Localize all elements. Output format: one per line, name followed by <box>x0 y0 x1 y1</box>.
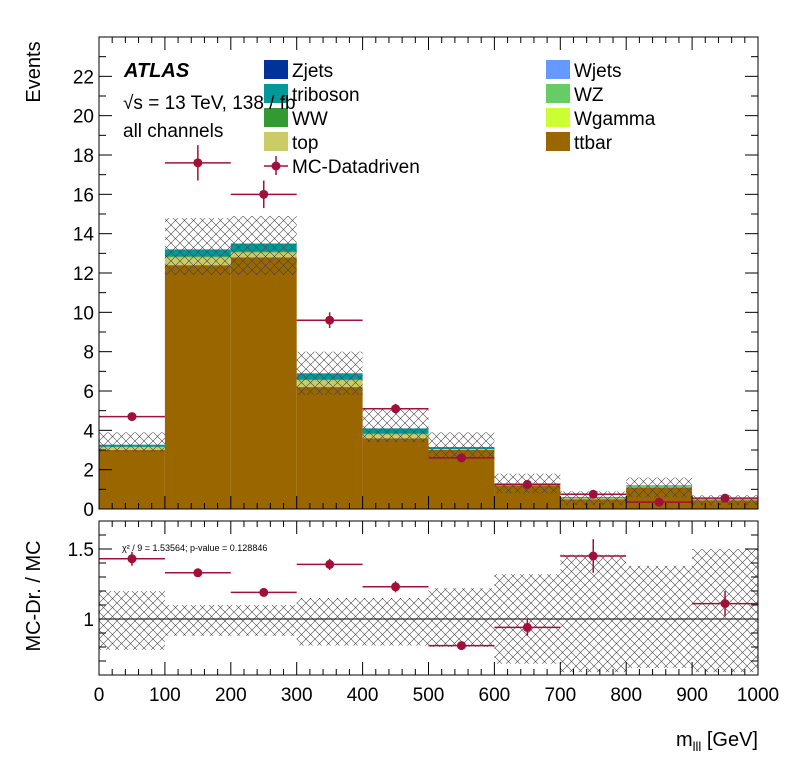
legend-label-ttbar: ttbar <box>574 133 613 154</box>
data-point-2 <box>259 189 269 199</box>
ratio-point-4 <box>391 582 401 592</box>
x-axis-label: mlll [GeV] <box>676 729 758 754</box>
band-bin-0 <box>99 432 165 452</box>
legend-label-zjets: Zjets <box>292 61 333 82</box>
ratio-band-bin-3 <box>296 598 363 646</box>
ratio-point-6 <box>522 622 532 632</box>
ratio-point-2 <box>259 587 269 597</box>
legend-label-top: top <box>292 133 318 154</box>
ytick-label-20: 20 <box>73 107 94 128</box>
ratio-point-1 <box>193 568 203 578</box>
legend-label-data: MC-Datadriven <box>292 157 420 178</box>
legend-label-wgamma: Wgamma <box>574 109 656 130</box>
xtick-label-200: 200 <box>215 685 247 706</box>
data-point-3 <box>325 315 335 325</box>
ratio-band-bin-4 <box>362 598 429 646</box>
energy-lumi-label: √s = 13 TeV, 138 / fb <box>123 93 296 114</box>
band-bin-4 <box>362 408 429 443</box>
legend-swatch-triboson <box>264 84 288 103</box>
main-axes: 0 2 4 6 8 10 12 14 16 18 20 22 <box>73 36 759 521</box>
ratio-point-7 <box>588 551 598 561</box>
legend-label-ww: WW <box>292 109 328 130</box>
xtick-label-1000: 1000 <box>737 685 779 706</box>
legend-swatch-top <box>264 132 288 151</box>
ratio-point-3 <box>325 559 335 569</box>
data-point-1 <box>193 158 203 168</box>
ytick-label-22: 22 <box>73 67 94 88</box>
ytick-label-14: 14 <box>73 225 95 246</box>
data-point-4 <box>391 404 401 414</box>
legend-label-wz: WZ <box>574 85 604 106</box>
ytick-label-18: 18 <box>73 146 94 167</box>
legend-swatch-ww <box>264 108 288 127</box>
ratio-y-axis-label: MC-Dr. / MC <box>23 540 45 651</box>
ratio-ytick-label-1: 1 <box>83 610 94 631</box>
data-point-9 <box>720 493 730 503</box>
ytick-label-0: 0 <box>83 500 94 521</box>
ratio-axes: 1 1.5 0 100 200 300 400 500 600 700 800 900 1000 <box>68 520 779 706</box>
legend-swatch-wgamma <box>546 108 570 127</box>
xtick-label-300: 300 <box>281 685 313 706</box>
legend-swatch-wjets <box>546 60 570 79</box>
xtick-label-600: 600 <box>479 685 511 706</box>
ratio-point-9 <box>720 599 730 609</box>
data-point-5 <box>456 453 466 463</box>
legend-label-wjets: Wjets <box>574 61 622 82</box>
ratio-points <box>99 539 758 651</box>
bar-ttbar-1 <box>164 265 231 509</box>
y-axis-label: Events <box>23 41 45 102</box>
ratio-stat-label: χ² / 9 = 1.53564; p-value = 0.128846 <box>122 543 267 553</box>
xtick-label-100: 100 <box>149 685 181 706</box>
ratio-ytick-label-1.5: 1.5 <box>68 540 94 561</box>
legend: Zjets triboson WW top MC-Datadriven Wjets WZ Wg… <box>264 60 656 178</box>
xtick-label-400: 400 <box>347 685 379 706</box>
ratio-band-bin-7 <box>560 554 627 673</box>
xtick-label-0: 0 <box>94 685 105 706</box>
ratio-band-bin-0 <box>99 591 165 650</box>
ratio-uncertainty-band <box>99 549 758 673</box>
ytick-label-16: 16 <box>73 185 94 206</box>
ratio-band-bin-1 <box>164 605 231 636</box>
ytick-label-6: 6 <box>83 382 94 403</box>
ratio-point-5 <box>456 641 466 651</box>
ytick-label-10: 10 <box>73 303 94 324</box>
stacked-bars <box>99 243 758 509</box>
main-panel: 0 2 4 6 8 10 12 14 16 18 20 22 Zjets triboson WW top MC… <box>23 36 759 521</box>
legend-marker-data <box>271 161 281 171</box>
data-point-0 <box>127 412 137 422</box>
channel-label: all channels <box>123 121 223 142</box>
band-bin-1 <box>164 217 231 275</box>
ytick-label-4: 4 <box>83 421 94 442</box>
legend-swatch-ttbar <box>546 132 570 151</box>
ratio-band-bin-5 <box>428 588 495 647</box>
xtick-label-700: 700 <box>544 685 576 706</box>
uncertainty-band <box>99 215 758 506</box>
legend-label-triboson: triboson <box>292 85 360 106</box>
ratio-panel: 1 1.5 0 100 200 300 400 500 600 700 800 900 1000 χ² … <box>23 520 779 754</box>
bar-ttbar-2 <box>230 257 297 509</box>
legend-swatch-zjets <box>264 60 288 79</box>
bar-ttbar-0 <box>99 450 165 509</box>
data-point-7 <box>588 489 598 499</box>
xtick-label-500: 500 <box>413 685 445 706</box>
data-points <box>99 145 758 507</box>
band-bin-8 <box>626 477 693 498</box>
bar-ttbar-3 <box>296 387 363 509</box>
ratio-point-0 <box>127 554 137 564</box>
legend-swatch-wz <box>546 84 570 103</box>
band-bin-3 <box>296 351 363 395</box>
band-bin-2 <box>230 215 297 275</box>
atlas-label: ATLAS <box>123 60 190 82</box>
ytick-label-12: 12 <box>73 264 94 285</box>
ytick-label-8: 8 <box>83 343 94 364</box>
xtick-label-800: 800 <box>610 685 642 706</box>
bar-ttbar-4 <box>362 438 429 509</box>
ratio-band-bin-2 <box>230 605 297 636</box>
xtick-label-900: 900 <box>676 685 708 706</box>
ytick-label-2: 2 <box>83 461 94 482</box>
ratio-band-bin-8 <box>626 565 693 668</box>
data-point-8 <box>654 497 664 507</box>
data-point-6 <box>522 479 532 489</box>
